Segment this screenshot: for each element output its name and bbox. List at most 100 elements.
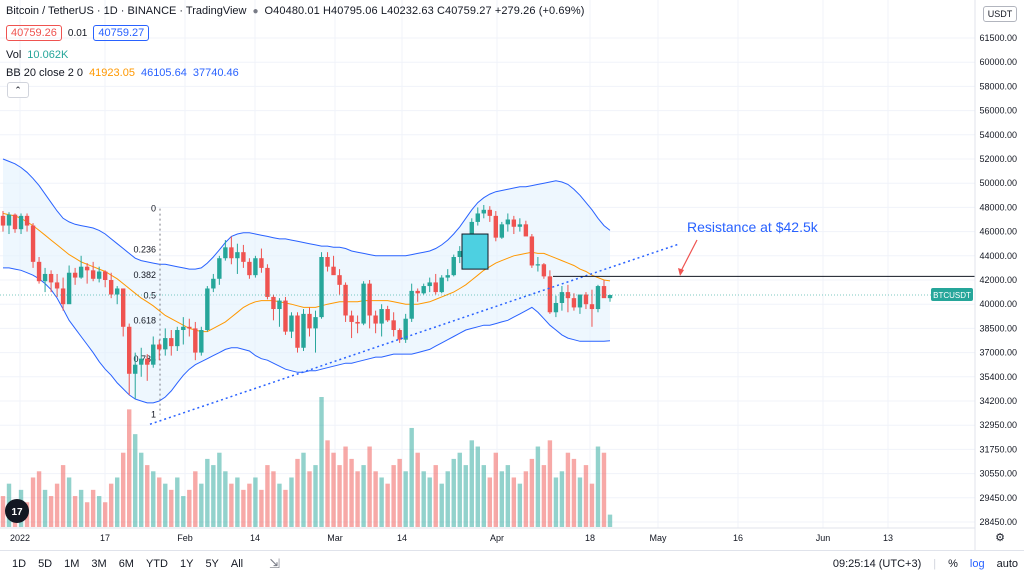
candle <box>529 234 535 268</box>
candle-body <box>397 330 402 340</box>
candle-body <box>385 309 390 321</box>
volume-bar <box>553 477 559 527</box>
volume-bar <box>583 465 589 527</box>
eye-icon[interactable]: ● <box>252 5 259 17</box>
vol-label[interactable]: Vol <box>6 49 22 61</box>
symbol-legend: Bitcoin / TetherUS · 1D · BINANCE · Trad… <box>6 5 585 17</box>
candle-body <box>475 213 480 222</box>
fib-level-label: 0.382 <box>133 270 156 280</box>
timeframe-1y[interactable]: 1Y <box>179 557 194 570</box>
volume-bar <box>96 496 102 527</box>
volume-bar <box>271 471 276 527</box>
clock-time[interactable]: 09:25:14 (UTC+3) <box>832 558 922 570</box>
candle-body <box>577 294 583 308</box>
volume-bar <box>541 465 547 527</box>
bb-fill <box>3 159 610 403</box>
candle-body <box>102 271 108 280</box>
volume-bar <box>151 471 156 527</box>
volume-bar <box>547 440 553 527</box>
candle <box>187 318 192 337</box>
candle-body <box>391 320 396 331</box>
candle <box>139 347 144 377</box>
candle-body <box>355 321 360 324</box>
candle <box>577 294 583 314</box>
fib-level-label: 0.618 <box>133 315 156 325</box>
volume-bar <box>505 465 511 527</box>
spread-value: 0.01 <box>67 27 88 39</box>
time-tick-label: 17 <box>100 533 110 543</box>
timeframe-ytd[interactable]: YTD <box>145 557 168 570</box>
bb-legend: BB 20 close 2 0 41923.05 46105.64 37740.… <box>6 67 239 79</box>
volume-bar <box>445 471 450 527</box>
resistance-annotation: Resistance at $42.5k <box>687 219 819 235</box>
buy-price-button[interactable]: 40759.27 <box>93 25 150 41</box>
volume-bar <box>295 458 300 527</box>
price-axis-bg <box>975 0 1024 550</box>
candle <box>241 244 246 268</box>
candle-body <box>241 252 246 262</box>
candle <box>547 270 553 314</box>
timeframe-5y[interactable]: 5Y <box>205 557 219 570</box>
candle <box>367 280 372 329</box>
volume-bar <box>349 458 354 527</box>
volume-bar <box>469 440 474 527</box>
volume-bar <box>253 477 258 527</box>
volume-bar <box>439 483 444 527</box>
calendar-range-icon[interactable]: ⇲ <box>269 555 281 571</box>
time-tick-label: 13 <box>883 533 893 543</box>
volume-bar <box>66 477 72 527</box>
volume-bar <box>607 514 613 527</box>
timeframe-all[interactable]: All <box>230 557 244 570</box>
price-tick-label: 50000.00 <box>979 178 1017 188</box>
candle <box>265 264 270 300</box>
volume-bar <box>511 477 517 527</box>
volume-bar <box>247 483 252 527</box>
candle <box>373 310 378 334</box>
timeframe-1m[interactable]: 1M <box>64 557 80 570</box>
candle-body <box>547 276 553 313</box>
candle <box>457 246 462 264</box>
time-tick-label: Apr <box>490 533 504 543</box>
ticker-tag: BTCUSDT <box>933 291 971 300</box>
volume-bar <box>217 452 222 527</box>
bb-label[interactable]: BB 20 close 2 0 <box>6 67 84 79</box>
candle-body <box>601 286 607 299</box>
log-toggle[interactable]: log <box>969 558 985 570</box>
sell-price-button[interactable]: 40759.26 <box>6 25 62 41</box>
currency-select[interactable]: USDT <box>983 6 1017 22</box>
candle-body <box>439 277 444 293</box>
percent-toggle[interactable]: % <box>948 558 958 570</box>
candle <box>259 248 264 273</box>
candle-body <box>511 219 517 227</box>
time-tick-label: 18 <box>585 533 595 543</box>
timeframe-1d[interactable]: 1D <box>12 557 27 570</box>
price-chart[interactable]: 0 0.236 0.382 0.5 0.618 0.786 1 Resistance at … <box>0 0 1024 550</box>
candle <box>409 283 414 322</box>
candle <box>361 281 366 326</box>
timeframe-3m[interactable]: 3M <box>91 557 107 570</box>
candle-body <box>151 344 156 365</box>
candle <box>433 273 438 295</box>
auto-toggle[interactable]: auto <box>996 558 1018 570</box>
volume-bar <box>259 489 264 527</box>
candle-body <box>247 261 252 276</box>
candle-body <box>535 264 541 266</box>
symbol-title[interactable]: Bitcoin / TetherUS · 1D · BINANCE · Trad… <box>6 5 247 17</box>
candle-body <box>559 292 565 303</box>
time-tick-label: 14 <box>250 533 260 543</box>
price-tick-label: 40000.00 <box>979 299 1017 309</box>
collapse-legend-button[interactable]: ⌃ <box>7 82 29 98</box>
candle-body <box>223 247 228 259</box>
candle <box>493 211 499 242</box>
candle <box>379 304 384 337</box>
candle-body <box>331 266 336 276</box>
settings-gear-icon[interactable]: ⚙ <box>995 532 1005 544</box>
volume-bar <box>265 465 270 527</box>
timeframe-6m[interactable]: 6M <box>118 557 134 570</box>
candle <box>523 220 529 237</box>
candle-body <box>6 214 12 226</box>
candle <box>199 326 204 356</box>
candle-body <box>253 258 258 276</box>
fibonacci-levels: 0 0.236 0.382 0.5 0.618 0.786 1 <box>133 204 161 420</box>
timeframe-5d[interactable]: 5D <box>38 557 53 570</box>
